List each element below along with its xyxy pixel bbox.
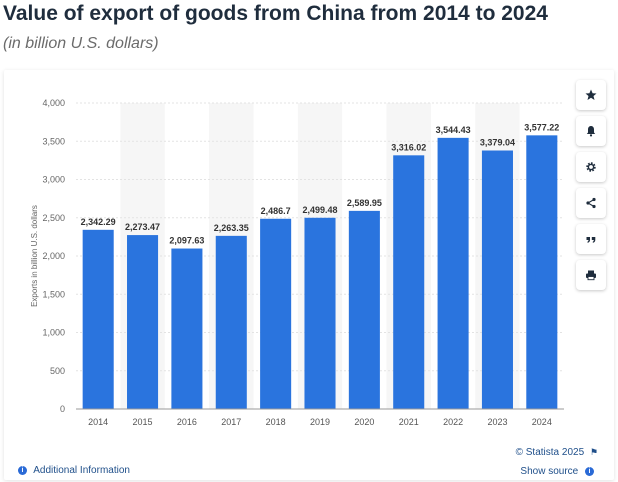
y-tick-label: 2,500	[42, 213, 65, 223]
bar	[393, 155, 425, 409]
bar	[215, 235, 247, 409]
info-icon: i	[18, 465, 27, 475]
cite-button[interactable]	[576, 224, 606, 254]
chart-toolbar	[576, 80, 606, 296]
x-tick-label: 2016	[177, 417, 197, 427]
print-button[interactable]	[576, 260, 606, 290]
value-label: 2,263.35	[214, 223, 249, 233]
bar	[171, 248, 203, 409]
value-label: 2,589.95	[347, 198, 382, 208]
x-tick-label: 2018	[266, 417, 286, 427]
y-tick-label: 500	[50, 366, 65, 376]
info-icon: i	[585, 466, 594, 476]
notification-button[interactable]	[576, 116, 606, 146]
additional-information-link[interactable]: i Additional Information	[18, 465, 130, 476]
bar	[304, 217, 336, 409]
show-source-text: Show source	[520, 466, 579, 477]
y-axis-title: Exports in billion U.S. dollars	[30, 205, 39, 307]
settings-button[interactable]	[576, 152, 606, 182]
value-label: 3,577.22	[524, 122, 559, 132]
y-tick-label: 0	[60, 404, 65, 414]
y-tick-label: 4,000	[42, 98, 65, 108]
favorite-button[interactable]	[576, 80, 606, 110]
x-tick-label: 2023	[487, 417, 507, 427]
bar	[260, 218, 292, 409]
bar	[127, 235, 159, 409]
chart-title: Value of export of goods from China from…	[3, 2, 548, 25]
quote-icon	[586, 237, 596, 243]
y-tick-label: 1,500	[42, 289, 65, 299]
y-tick-label: 3,500	[42, 136, 65, 146]
gear-icon	[586, 162, 596, 172]
bar	[526, 135, 558, 410]
bar	[348, 210, 380, 409]
x-tick-label: 2017	[221, 417, 241, 427]
copyright-link[interactable]: © Statista 2025 ⚑	[516, 447, 598, 458]
bar	[82, 229, 114, 409]
copyright-text: © Statista 2025	[515, 447, 585, 458]
value-label: 2,342.29	[81, 217, 116, 227]
x-tick-label: 2014	[88, 417, 108, 427]
value-label: 2,499.48	[302, 205, 337, 215]
print-icon	[586, 270, 596, 281]
x-tick-label: 2024	[532, 417, 552, 427]
y-tick-label: 3,000	[42, 175, 65, 185]
bar	[481, 150, 513, 409]
y-tick-label: 2,000	[42, 251, 65, 261]
x-tick-label: 2020	[354, 417, 374, 427]
x-tick-label: 2022	[443, 417, 463, 427]
share-icon	[586, 197, 596, 209]
x-tick-label: 2015	[133, 417, 153, 427]
flag-icon: ⚑	[589, 447, 598, 457]
value-label: 3,544.43	[436, 125, 471, 135]
bar	[437, 137, 469, 409]
additional-information-text: Additional Information	[33, 465, 130, 476]
y-tick-label: 1,000	[42, 328, 65, 338]
bell-icon	[586, 126, 596, 137]
star-icon	[585, 89, 597, 100]
value-label: 3,379.04	[480, 138, 515, 148]
value-label: 2,097.63	[169, 236, 204, 246]
share-button[interactable]	[576, 188, 606, 218]
x-tick-label: 2021	[399, 417, 419, 427]
value-label: 2,273.47	[125, 222, 160, 232]
chart-subtitle: (in billion U.S. dollars)	[3, 35, 159, 52]
value-label: 2,486.7	[261, 206, 291, 216]
bar-chart: 0 500 1,000 1,500 2,000 2,500 3,000 3,500 4,000 2…	[30, 98, 564, 427]
x-tick-label: 2019	[310, 417, 330, 427]
value-label: 3,316.02	[391, 142, 426, 152]
show-source-link[interactable]: Show source i	[520, 466, 598, 477]
